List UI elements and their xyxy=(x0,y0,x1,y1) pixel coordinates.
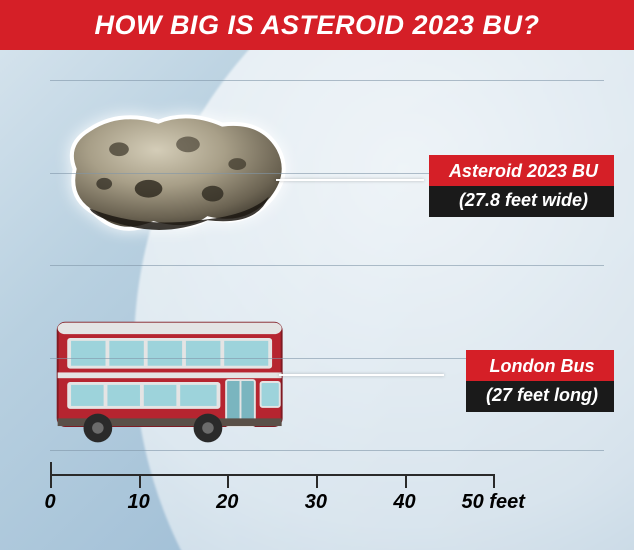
title-bar: HOW BIG IS ASTEROID 2023 BU? xyxy=(0,0,634,50)
axis-tick-label: 50 feet xyxy=(462,491,525,514)
chart-area: Asteroid 2023 BU (27.8 feet wide) London… xyxy=(50,60,604,520)
asteroid-icon xyxy=(50,100,296,248)
gridline xyxy=(50,80,604,81)
axis-tick-label: 10 xyxy=(128,491,150,514)
gridline xyxy=(50,450,604,451)
bus-label-size: (27 feet long) xyxy=(466,381,614,412)
axis-tick xyxy=(227,474,229,488)
axis-tick xyxy=(493,474,495,488)
asteroid-graphic xyxy=(50,100,296,253)
bus-callout-line xyxy=(279,374,444,376)
axis-tick xyxy=(50,474,52,488)
axis-tick-label: 0 xyxy=(44,491,55,514)
x-axis xyxy=(50,474,493,476)
axis-tick xyxy=(405,474,407,488)
bus-graphic xyxy=(50,315,289,449)
asteroid-label: Asteroid 2023 BU (27.8 feet wide) xyxy=(429,155,614,217)
asteroid-label-name: Asteroid 2023 BU xyxy=(429,155,614,186)
axis-tick xyxy=(139,474,141,488)
gridline xyxy=(50,265,604,266)
axis-tick xyxy=(316,474,318,488)
title-text: HOW BIG IS ASTEROID 2023 BU? xyxy=(94,10,539,41)
axis-tick-label: 40 xyxy=(393,491,415,514)
bus-icon xyxy=(50,315,289,444)
asteroid-label-size: (27.8 feet wide) xyxy=(429,186,614,217)
axis-tick-label: 30 xyxy=(305,491,327,514)
asteroid-callout-line xyxy=(276,179,424,181)
axis-tick-label: 20 xyxy=(216,491,238,514)
bus-label-name: London Bus xyxy=(466,350,614,381)
bus-label: London Bus (27 feet long) xyxy=(466,350,614,412)
